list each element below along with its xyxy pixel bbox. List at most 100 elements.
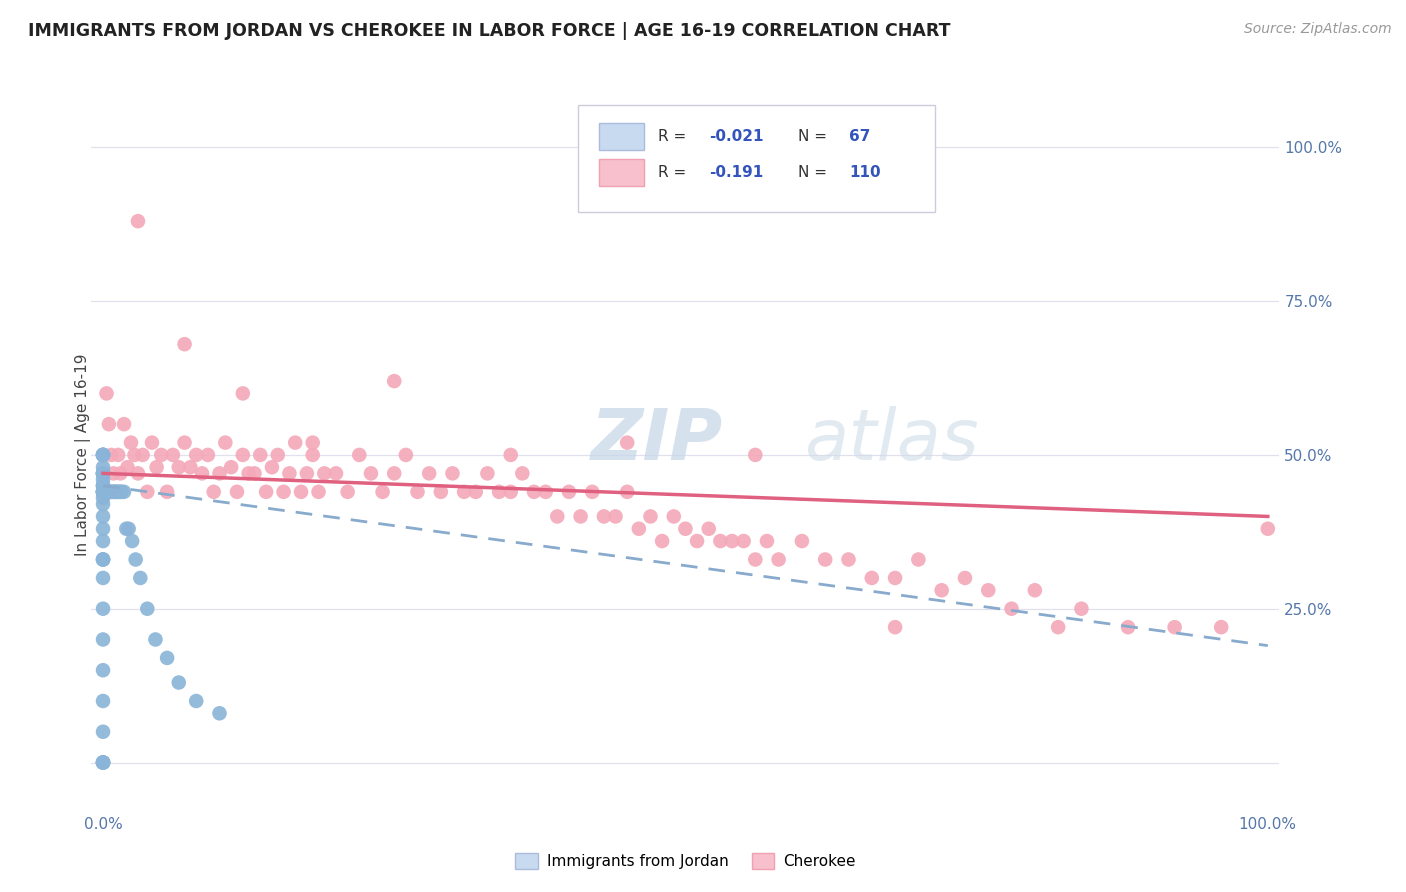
Point (616, 435, 638, 450)
Point (91, 473, 114, 487)
Point (91, 601, 114, 615)
Point (91, 632, 114, 647)
Point (173, 435, 195, 450)
Point (1257, 522, 1279, 536)
Point (98, 484, 121, 499)
Point (91, 552, 114, 566)
Point (697, 522, 720, 536)
Point (395, 448, 418, 462)
Point (1070, 601, 1092, 615)
Point (91, 467, 114, 481)
Point (145, 460, 167, 475)
Point (94, 484, 117, 499)
Text: N =: N = (799, 165, 827, 180)
Point (1047, 620, 1070, 634)
Point (110, 484, 132, 499)
Point (156, 651, 179, 665)
Point (127, 214, 149, 228)
Point (558, 484, 581, 499)
Point (112, 484, 135, 499)
Point (534, 484, 557, 499)
Point (91, 448, 114, 462)
Point (91, 663, 114, 677)
Point (91, 571, 114, 585)
Point (814, 552, 837, 566)
Point (186, 694, 208, 708)
Point (1211, 620, 1233, 634)
Point (1116, 620, 1139, 634)
Point (107, 448, 129, 462)
Point (111, 484, 134, 499)
Point (91, 478, 114, 492)
Text: 110: 110 (849, 165, 882, 180)
Point (167, 460, 190, 475)
Point (136, 484, 159, 499)
Point (884, 571, 907, 585)
Point (191, 467, 214, 481)
Point (907, 552, 929, 566)
Text: -0.021: -0.021 (709, 129, 763, 145)
Point (768, 552, 790, 566)
Point (267, 448, 290, 462)
Point (790, 534, 813, 549)
Point (131, 448, 153, 462)
Point (167, 675, 190, 690)
Point (91, 448, 114, 462)
Point (202, 484, 225, 499)
Point (173, 337, 195, 351)
Point (499, 448, 522, 462)
Point (744, 552, 766, 566)
Point (91, 467, 114, 481)
Point (232, 448, 254, 462)
Point (91, 448, 114, 462)
Point (512, 467, 534, 481)
Point (605, 509, 627, 524)
Point (721, 534, 744, 549)
Text: R =: R = (658, 165, 686, 180)
Text: -0.191: -0.191 (709, 165, 763, 180)
Point (91, 756, 114, 770)
Point (91, 448, 114, 462)
Point (136, 601, 159, 615)
Point (100, 484, 122, 499)
Point (336, 484, 359, 499)
Point (499, 484, 522, 499)
Point (301, 448, 323, 462)
Point (104, 484, 127, 499)
Point (273, 484, 295, 499)
Text: IMMIGRANTS FROM JORDAN VS CHEROKEE IN LABOR FORCE | AGE 16-19 CORRELATION CHART: IMMIGRANTS FROM JORDAN VS CHEROKEE IN LA… (28, 22, 950, 40)
Point (640, 509, 662, 524)
Point (1163, 620, 1185, 634)
Point (150, 448, 173, 462)
Point (953, 571, 976, 585)
Point (96, 386, 118, 401)
Point (110, 467, 132, 481)
Point (104, 484, 127, 499)
Point (91, 484, 114, 499)
Point (295, 467, 318, 481)
Point (1024, 583, 1046, 598)
Point (127, 467, 149, 481)
FancyBboxPatch shape (599, 159, 644, 186)
Point (453, 484, 475, 499)
Text: N =: N = (799, 129, 827, 145)
Point (418, 467, 440, 481)
Text: R =: R = (658, 129, 686, 145)
Point (208, 706, 231, 721)
Point (91, 484, 114, 499)
Point (260, 460, 283, 475)
Point (118, 522, 141, 536)
Text: 67: 67 (849, 129, 870, 145)
Point (382, 467, 405, 481)
Point (105, 484, 128, 499)
Point (91, 460, 114, 475)
Point (208, 467, 231, 481)
Point (733, 534, 755, 549)
Point (219, 460, 242, 475)
Point (117, 460, 139, 475)
Point (569, 509, 592, 524)
Point (232, 386, 254, 401)
Point (104, 484, 127, 499)
Point (744, 448, 766, 462)
Point (360, 467, 382, 481)
